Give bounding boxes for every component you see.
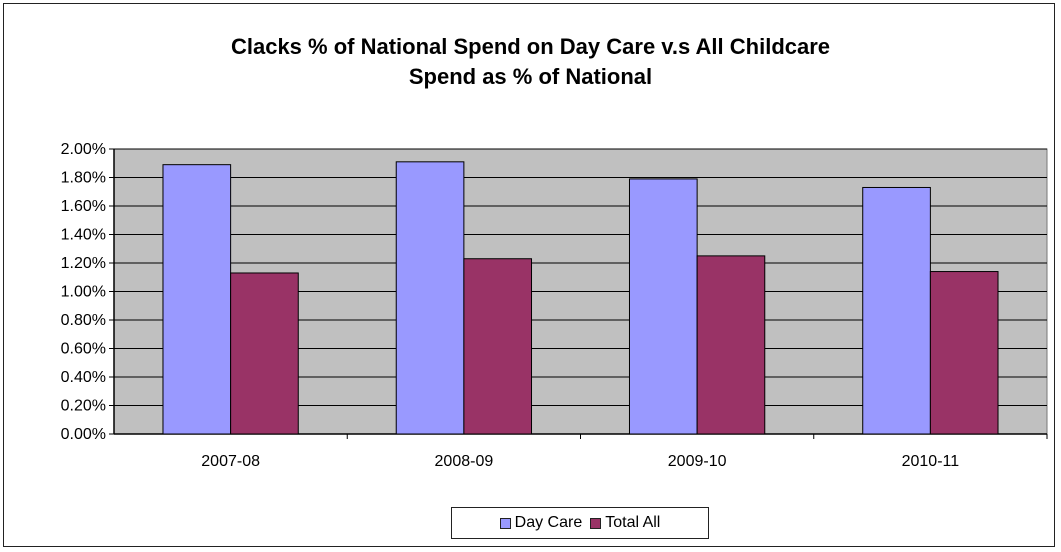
- bar-day-care-2007-08: [162, 164, 232, 435]
- bar-total-all-2007-08: [230, 272, 299, 435]
- chart-title: Clacks % of National Spend on Day Care v…: [230, 34, 831, 59]
- y-tick-label: 0.80%: [61, 312, 106, 329]
- bar-day-care-2008-09: [395, 161, 465, 435]
- bar-day-care-2009-10: [628, 178, 698, 435]
- bar-day-care-2010-11: [862, 186, 931, 435]
- y-tick-label: 0.00%: [61, 426, 106, 443]
- legend-item-day-care: Day Care: [499, 514, 583, 532]
- legend-label-total-all: Total All: [605, 514, 661, 531]
- y-tick-label: 0.60%: [61, 341, 106, 358]
- x-tick-label: 2007-08: [201, 453, 260, 470]
- x-tick-label: 2009-10: [668, 453, 727, 470]
- y-tick-label: 0.40%: [61, 369, 106, 386]
- bar-total-all-2009-10: [696, 255, 766, 435]
- legend-swatch-day-care: [499, 517, 511, 529]
- chart-subtitle: Spend as % of National: [408, 64, 653, 89]
- legend-item-total-all: Total All: [590, 514, 660, 532]
- y-tick-label: 1.40%: [61, 227, 106, 244]
- chart-legend: Day Care Total All: [451, 507, 709, 539]
- y-tick-label: 1.20%: [61, 255, 106, 272]
- bar-total-all-2010-11: [929, 271, 999, 435]
- bar-total-all-2008-09: [463, 258, 533, 435]
- y-tick-label: 1.60%: [61, 198, 106, 215]
- legend-label-day-care: Day Care: [514, 514, 583, 531]
- y-tick-label: 1.00%: [61, 284, 106, 301]
- x-tick-label: 2010-11: [902, 453, 960, 470]
- x-tick-label: 2008-09: [435, 453, 494, 470]
- legend-swatch-total-all: [590, 517, 602, 529]
- y-tick-label: 0.20%: [61, 398, 106, 415]
- y-tick-label: 2.00%: [61, 141, 106, 158]
- y-tick-label: 1.80%: [61, 170, 106, 187]
